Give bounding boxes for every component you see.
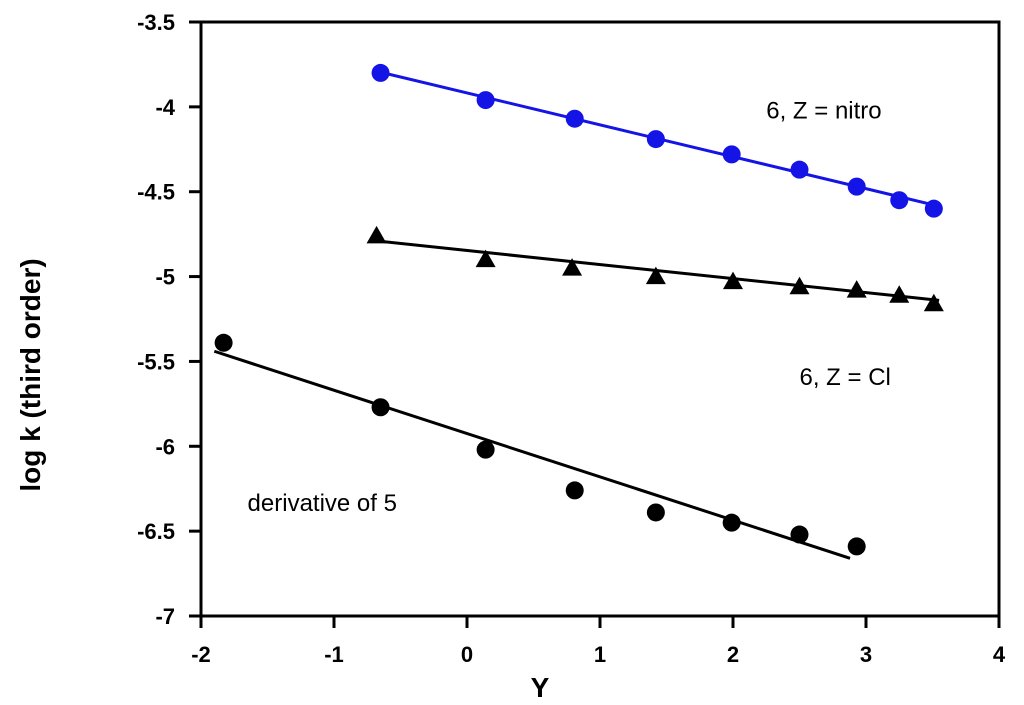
data-point-6-z-cl <box>645 266 666 285</box>
y-tick-label: -3.5 <box>137 10 175 35</box>
data-point-6-z-cl <box>789 276 810 295</box>
data-point-derivative-of-5 <box>646 503 665 522</box>
data-point-derivative-of-5 <box>790 525 809 544</box>
x-tick-label: 0 <box>461 642 473 667</box>
x-tick-label: 2 <box>727 642 739 667</box>
y-tick-label: -5 <box>155 265 175 290</box>
x-tick-label: 3 <box>860 642 872 667</box>
data-point-6-z-nitro <box>371 63 390 82</box>
data-markers <box>214 63 944 556</box>
data-point-6-z-nitro <box>847 177 866 196</box>
y-tick-label: -4 <box>155 95 175 120</box>
data-point-derivative-of-5 <box>476 440 495 459</box>
y-axis: -3.5 -4 -4.5 -5 -5.5 -6 -6.5 -7 <box>137 10 201 629</box>
annotation-label: derivative of 5 <box>248 490 397 517</box>
fit-line-derivative-of-5 <box>213 349 851 560</box>
data-point-6-z-nitro <box>476 91 495 110</box>
data-point-6-z-cl <box>846 280 867 298</box>
x-tick-label: 1 <box>594 642 606 667</box>
y-tick-label: -6 <box>155 434 175 459</box>
data-point-6-z-nitro <box>924 199 943 218</box>
y-tick-label: -7 <box>155 604 175 629</box>
data-point-6-z-cl <box>923 293 944 312</box>
data-point-derivative-of-5 <box>214 333 233 352</box>
data-point-6-z-nitro <box>646 130 665 149</box>
x-tick-label: -2 <box>191 642 211 667</box>
data-point-6-z-nitro <box>565 109 584 128</box>
data-point-6-z-nitro <box>890 191 909 210</box>
x-tick-label: -1 <box>324 642 344 667</box>
data-point-6-z-cl <box>562 258 583 276</box>
y-tick-label: -6.5 <box>137 519 175 544</box>
annotation-label: 6, Z = nitro <box>766 98 881 125</box>
data-point-derivative-of-5 <box>565 481 584 500</box>
data-point-6-z-cl <box>366 225 387 244</box>
annotations: 6, Z = nitro 6, Z = Cl derivative of 5 <box>248 98 891 517</box>
data-point-6-z-cl <box>889 285 910 303</box>
data-point-6-z-cl <box>723 271 743 290</box>
data-point-6-z-cl <box>475 249 496 268</box>
data-point-6-z-nitro <box>722 145 741 164</box>
x-tick-label: 4 <box>993 642 1006 667</box>
x-axis-title: Y <box>531 672 550 703</box>
data-point-6-z-nitro <box>790 160 809 179</box>
data-point-derivative-of-5 <box>847 537 866 556</box>
y-axis-title: log k (third order) <box>15 258 46 491</box>
x-axis: -2 -1 0 1 2 3 4 <box>191 616 1006 667</box>
data-point-derivative-of-5 <box>722 513 741 532</box>
data-point-derivative-of-5 <box>371 398 390 417</box>
y-tick-label: -5.5 <box>137 349 175 374</box>
annotation-label: 6, Z = Cl <box>800 364 891 391</box>
y-tick-label: -4.5 <box>137 180 175 205</box>
